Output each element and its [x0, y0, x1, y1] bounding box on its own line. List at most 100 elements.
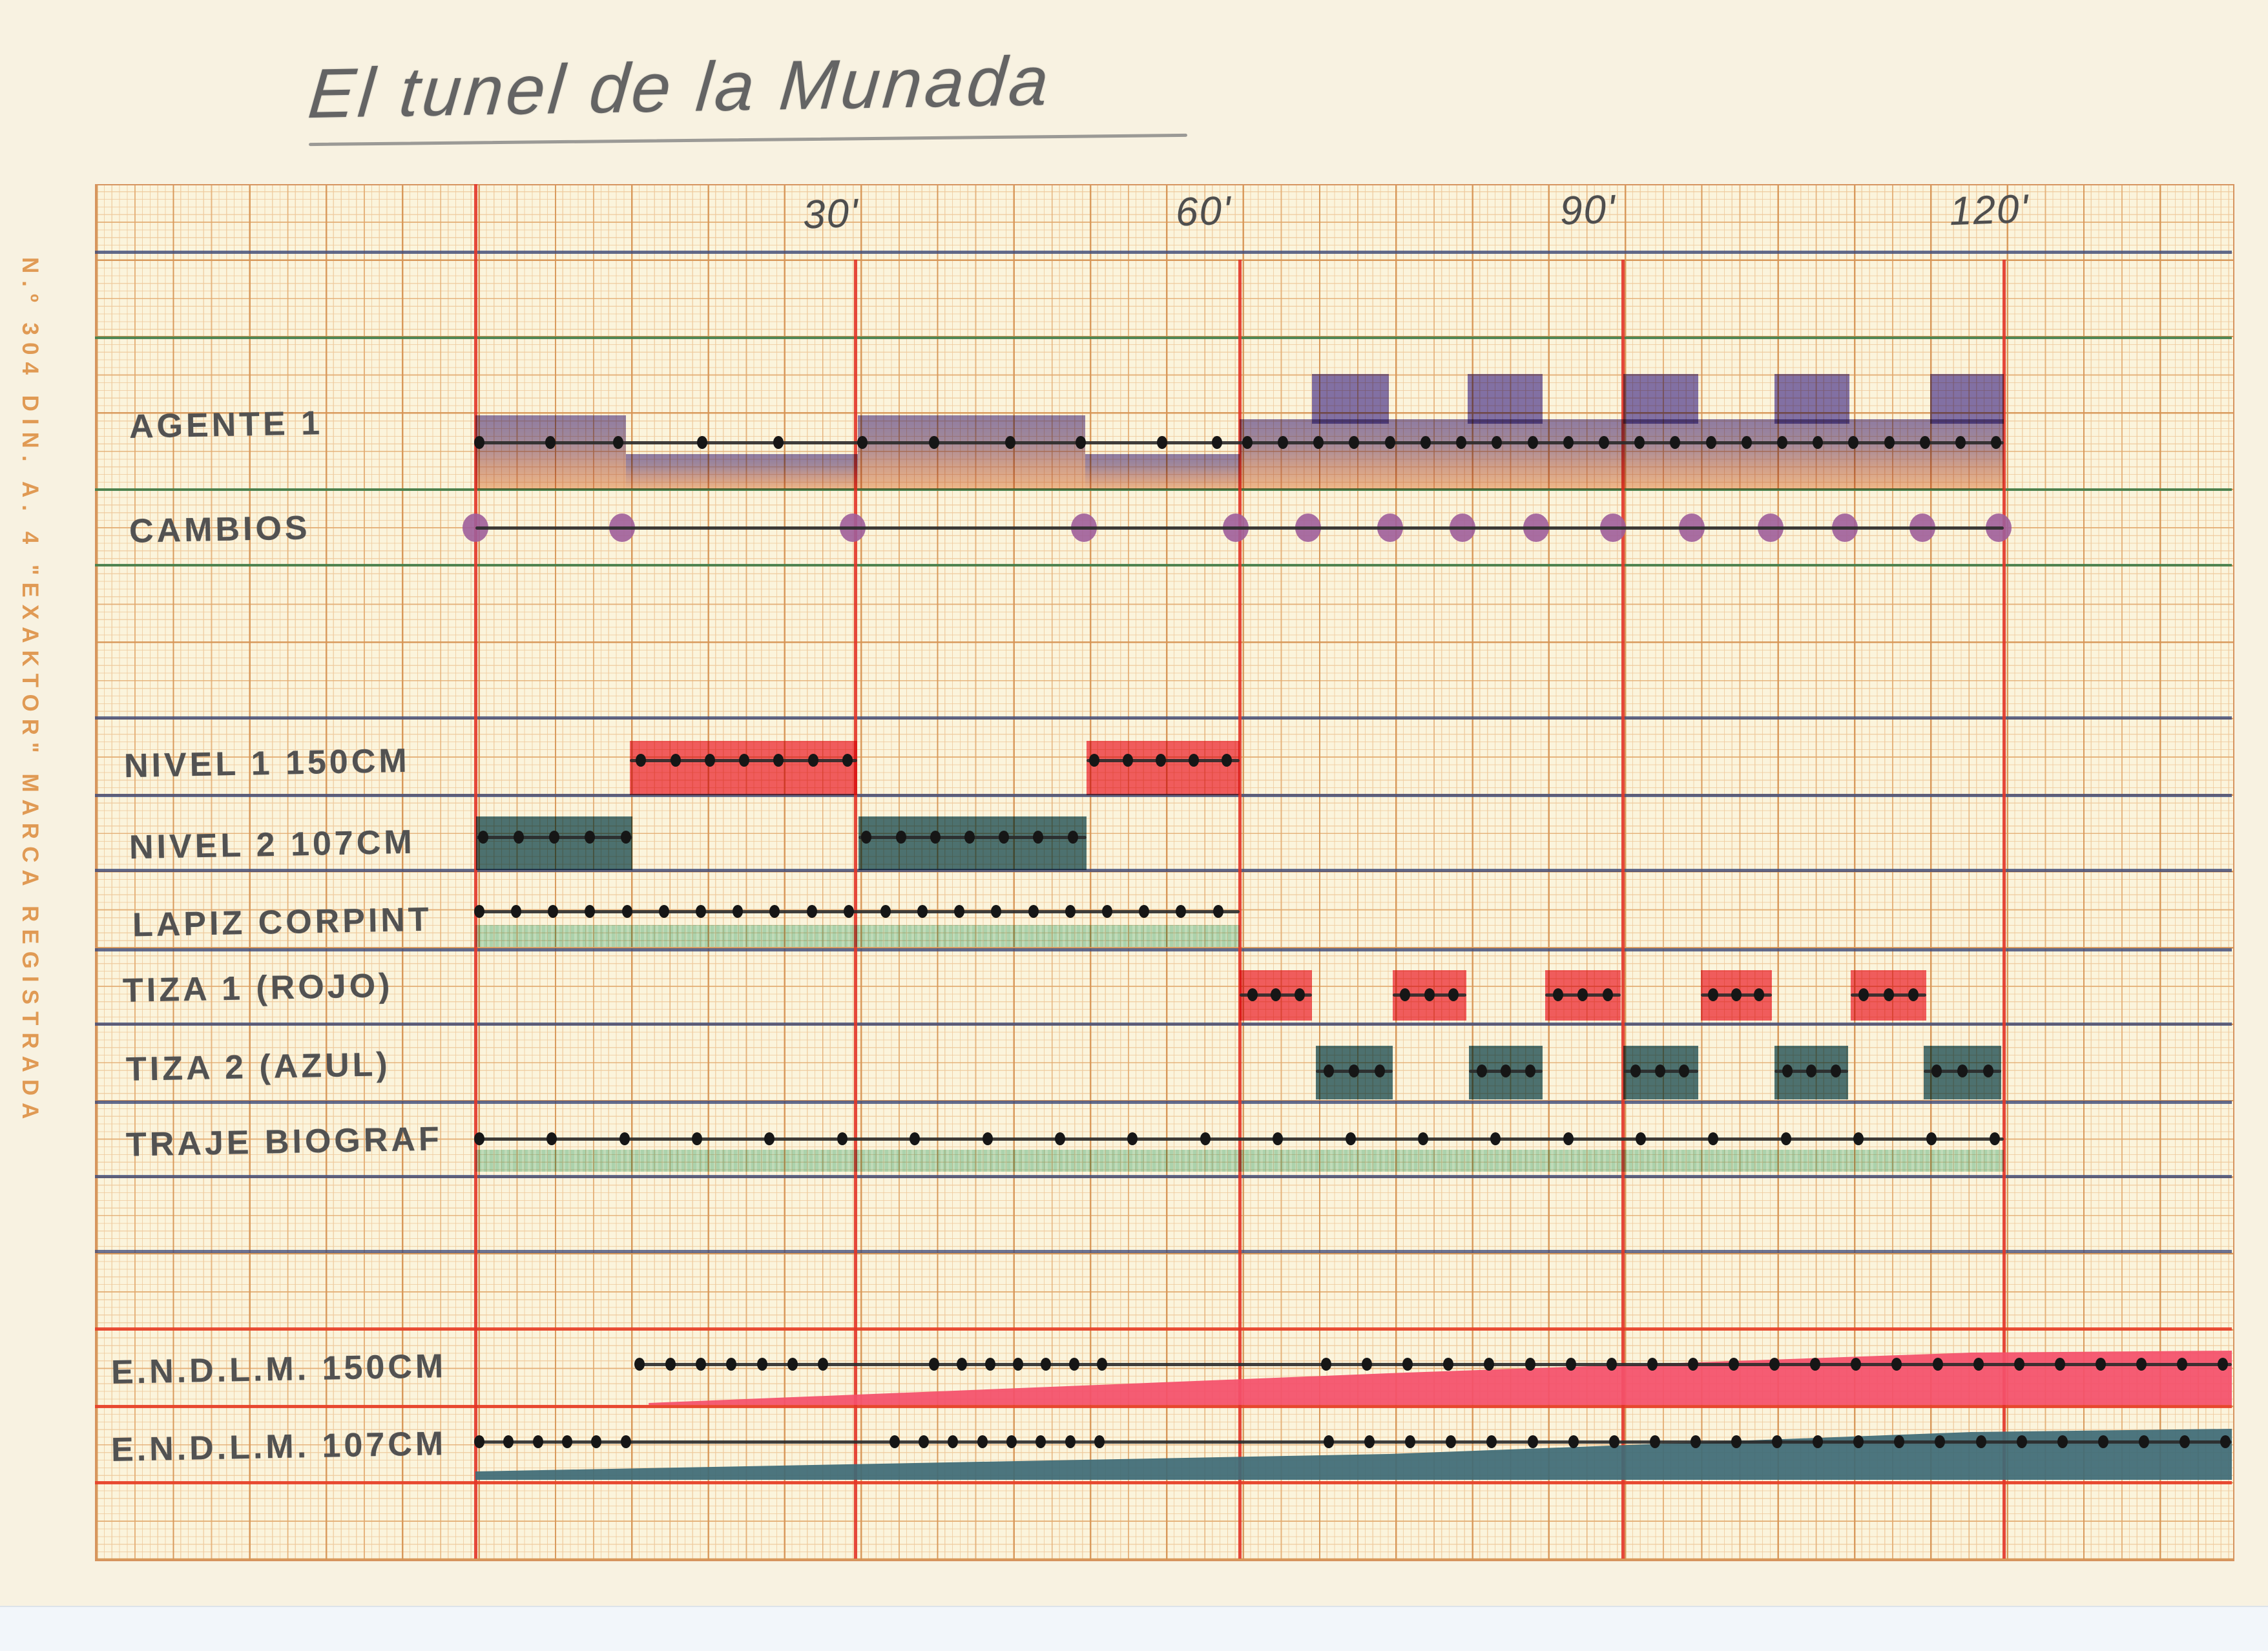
data-dot: [1527, 436, 1538, 449]
data-dot: [636, 754, 647, 767]
timeline-line-cambios: [475, 526, 2004, 530]
data-dot: [1139, 905, 1150, 918]
data-dot: [1780, 1132, 1791, 1145]
row-label-nivel-2-107cm: NIVEL 2 107CM: [129, 823, 416, 867]
agent-high-pulse: [1774, 374, 1850, 424]
data-dot: [1884, 436, 1895, 449]
data-dot: [1636, 1132, 1647, 1145]
data-dot: [1273, 1132, 1284, 1145]
data-dot: [1568, 1435, 1579, 1448]
grid-hline-navy: [95, 868, 2232, 872]
data-dot: [692, 1132, 703, 1145]
data-dot: [1552, 988, 1563, 1001]
row-label-endlm-107cm: E.N.D.L.M. 107CM: [110, 1425, 447, 1469]
timeline-red-line: [1238, 260, 1242, 1559]
data-dot: [1598, 436, 1609, 449]
data-dot: [1955, 436, 1966, 449]
data-dot: [696, 436, 707, 449]
marker-underbar-lapiz-corpint: [475, 925, 1240, 947]
data-dot: [843, 905, 854, 918]
data-dot: [1858, 988, 1869, 1001]
row-label-lapiz-corpint: LAPIZ CORPINT: [132, 900, 433, 944]
data-dot: [991, 905, 1002, 918]
agent-high-pulse: [1312, 374, 1389, 424]
data-dot: [532, 1435, 543, 1448]
data-dot: [1524, 1064, 1535, 1077]
data-dot: [1679, 1064, 1690, 1077]
data-dot: [1731, 1435, 1742, 1448]
data-dot: [1565, 1358, 1576, 1371]
data-dot: [1630, 1064, 1641, 1077]
agent-high-pulse: [1930, 374, 2004, 424]
data-dot: [473, 1132, 484, 1145]
data-dot: [1005, 436, 1016, 449]
data-dot: [1973, 1358, 1984, 1371]
data-dot: [1313, 436, 1324, 449]
row-label-nivel-1-150cm: NIVEL 1 150CM: [123, 742, 411, 785]
data-dot: [620, 1435, 631, 1448]
grid-hline-navy: [95, 1249, 2232, 1253]
data-dot: [910, 1132, 921, 1145]
data-dot: [1608, 1435, 1619, 1448]
agent-high-pulse: [1467, 374, 1543, 424]
data-dot: [857, 436, 868, 449]
data-dot: [1089, 754, 1100, 767]
data-dot: [756, 1358, 767, 1371]
agent-presence-band: [625, 454, 858, 490]
row-label-traje-biograf: TRAJE BIOGRAF: [125, 1120, 443, 1164]
grid-hline-navy: [95, 250, 2232, 254]
data-dot: [1065, 1435, 1076, 1448]
data-dot: [1345, 1132, 1356, 1145]
timeline-red-line: [853, 260, 857, 1559]
row-label-cambios: CAMBIOS: [129, 509, 311, 550]
data-dot: [1492, 436, 1503, 449]
data-dot: [1813, 436, 1824, 449]
agent-presence-band: [1240, 419, 2004, 490]
marker-underbar-traje-biograf: [475, 1150, 2004, 1172]
data-dot: [1068, 1358, 1079, 1371]
data-dot: [842, 754, 853, 767]
data-dot: [964, 831, 975, 844]
data-dot: [1776, 436, 1787, 449]
data-dot: [889, 1435, 900, 1448]
data-dot: [620, 831, 631, 844]
data-dot: [1127, 1132, 1138, 1145]
data-dot: [1156, 436, 1167, 449]
data-dot: [2097, 1435, 2108, 1448]
data-dot: [1155, 754, 1166, 767]
data-dot: [1271, 988, 1282, 1001]
data-dot: [1055, 1132, 1065, 1145]
data-dot: [1926, 1132, 1937, 1145]
grid-hline-navy: [95, 1022, 2232, 1026]
data-dot: [612, 436, 623, 449]
activity-bar-nivel-2-107cm: [858, 816, 1087, 870]
row-label-tiza-1-rojo: TIZA 1 (ROJO): [122, 966, 393, 1010]
data-dot: [548, 905, 559, 918]
grid-hline-navy: [95, 1100, 2232, 1104]
data-dot: [1606, 1358, 1617, 1371]
data-dot: [1065, 905, 1076, 918]
data-dot: [807, 754, 818, 767]
agent-presence-band: [857, 415, 1086, 490]
data-dot: [473, 1435, 484, 1448]
data-dot: [1524, 1358, 1535, 1371]
data-dot: [1708, 988, 1719, 1001]
data-dot: [1919, 436, 1930, 449]
data-dot: [1654, 1064, 1665, 1077]
data-dot: [2095, 1358, 2106, 1371]
agent-high-pulse: [1623, 374, 1698, 424]
data-dot: [1349, 436, 1360, 449]
data-dot: [477, 831, 488, 844]
data-dot: [704, 754, 715, 767]
data-dot: [1033, 831, 1044, 844]
data-dot: [880, 905, 891, 918]
data-dot: [546, 1132, 557, 1145]
data-dot: [1097, 1358, 1108, 1371]
data-dot: [773, 754, 784, 767]
timeline-line-lapiz-corpint: [475, 909, 1240, 913]
data-dot: [769, 905, 780, 918]
data-dot: [1374, 1064, 1385, 1077]
data-dot: [1830, 1064, 1841, 1077]
data-dot: [2136, 1358, 2147, 1371]
